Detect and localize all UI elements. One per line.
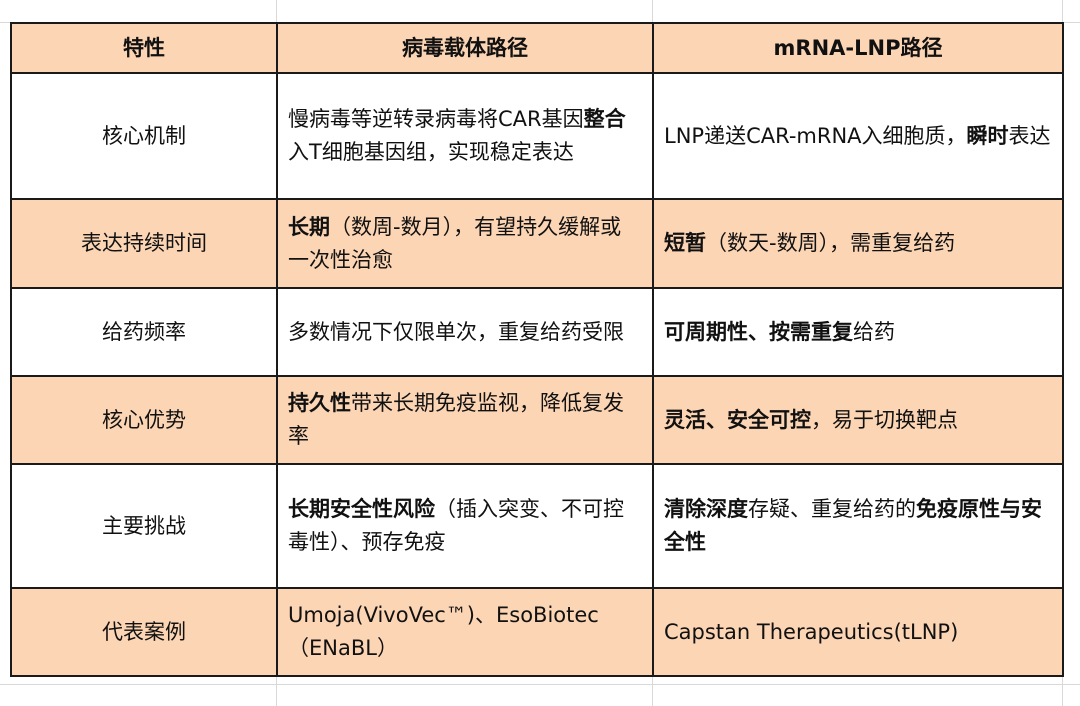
bold-text-run: 持久性 [288,391,351,415]
viral-cell[interactable]: 慢病毒等逆转录病毒将CAR基因整合入T细胞基因组，实现稳定表达 [276,72,654,200]
bold-text-run: 整合 [583,107,626,131]
text-run: 带来长期免疫监视，降低复发率 [288,391,624,448]
header-mrna-lnp[interactable]: mRNA-LNP路径 [652,22,1064,74]
table-row: 核心优势 持久性带来长期免疫监视，降低复发率 灵活、安全可控，易于切换靶点 [10,375,1064,465]
row-feature-cell[interactable]: 代表案例 [10,587,278,677]
header-viral-vector[interactable]: 病毒载体路径 [276,22,654,74]
table-row: 给药频率 多数情况下仅限单次，重复给药受限 可周期性、按需重复给药 [10,287,1064,377]
row-feature-cell[interactable]: 核心机制 [10,72,278,200]
table-row: 表达持续时间 长期（数周-数月），有望持久缓解或一次性治愈 短暂（数天-数周），… [10,198,1064,289]
text-run: Umoja(VivoVec™)、EsoBiotec（ENaBL） [288,603,599,660]
text-run: ，易于切换靶点 [811,407,958,432]
text-run: 表达 [1008,123,1051,148]
comparison-table: 特性 病毒载体路径 mRNA-LNP路径 核心机制 慢病毒等逆转录病毒将CAR基… [10,22,1064,677]
viral-cell[interactable]: Umoja(VivoVec™)、EsoBiotec（ENaBL） [276,587,654,677]
text-run: 慢病毒等逆转录病毒将CAR基因 [288,107,584,131]
lnp-cell[interactable]: 清除深度存疑、重复给药的免疫原性与安全性 [652,463,1064,589]
text-run: 给药 [853,319,895,344]
bold-text-run: 灵活、安全可控 [664,407,811,432]
lnp-cell[interactable]: 灵活、安全可控，易于切换靶点 [652,375,1064,465]
bold-text-run: 可周期性、按需重复 [664,319,853,344]
text-run: 入T细胞基因组，实现稳定表达 [288,140,574,164]
header-row: 特性 病毒载体路径 mRNA-LNP路径 [10,22,1064,74]
row-feature-cell[interactable]: 给药频率 [10,287,278,377]
bold-text-run: 短暂 [664,231,706,255]
row-feature-cell[interactable]: 主要挑战 [10,463,278,589]
row-feature-cell[interactable]: 核心优势 [10,375,278,465]
text-run: （数周-数月），有望持久缓解或一次性治愈 [288,214,622,272]
table-row: 核心机制 慢病毒等逆转录病毒将CAR基因整合入T细胞基因组，实现稳定表达 LNP… [10,72,1064,200]
row-feature-cell[interactable]: 表达持续时间 [10,198,278,289]
table-row: 代表案例 Umoja(VivoVec™)、EsoBiotec（ENaBL） Ca… [10,587,1064,677]
bold-text-run: 清除深度 [664,497,748,521]
text-run: 多数情况下仅限单次，重复给药受限 [288,319,624,344]
bold-text-run: 长期安全性风险 [288,497,435,521]
lnp-cell[interactable]: Capstan Therapeutics(tLNP) [652,587,1064,677]
text-run: Capstan Therapeutics(tLNP) [664,619,959,644]
bold-text-run: 免疫原性与安全性 [664,497,1042,554]
text-run: （数天-数周），需重复给药 [706,231,956,255]
viral-cell[interactable]: 多数情况下仅限单次，重复给药受限 [276,287,654,377]
text-run: 存疑、重复给药的 [748,497,916,521]
sheet-gridline [0,684,1080,685]
table-row: 主要挑战 长期安全性风险（插入突变、不可控毒性）、预存免疫 清除深度存疑、重复给… [10,463,1064,589]
viral-cell[interactable]: 长期（数周-数月），有望持久缓解或一次性治愈 [276,198,654,289]
text-run: LNP递送CAR-mRNA入细胞质， [664,123,967,148]
viral-cell[interactable]: 长期安全性风险（插入突变、不可控毒性）、预存免疫 [276,463,654,589]
viral-cell[interactable]: 持久性带来长期免疫监视，降低复发率 [276,375,654,465]
lnp-cell[interactable]: 可周期性、按需重复给药 [652,287,1064,377]
bold-text-run: 长期 [288,214,330,239]
header-feature[interactable]: 特性 [10,22,278,74]
bold-text-run: 瞬时 [966,123,1009,148]
text-run: （插入突变、不可控毒性）、预存免疫 [288,497,624,554]
lnp-cell[interactable]: LNP递送CAR-mRNA入细胞质，瞬时表达 [652,72,1064,200]
lnp-cell[interactable]: 短暂（数天-数周），需重复给药 [652,198,1064,289]
